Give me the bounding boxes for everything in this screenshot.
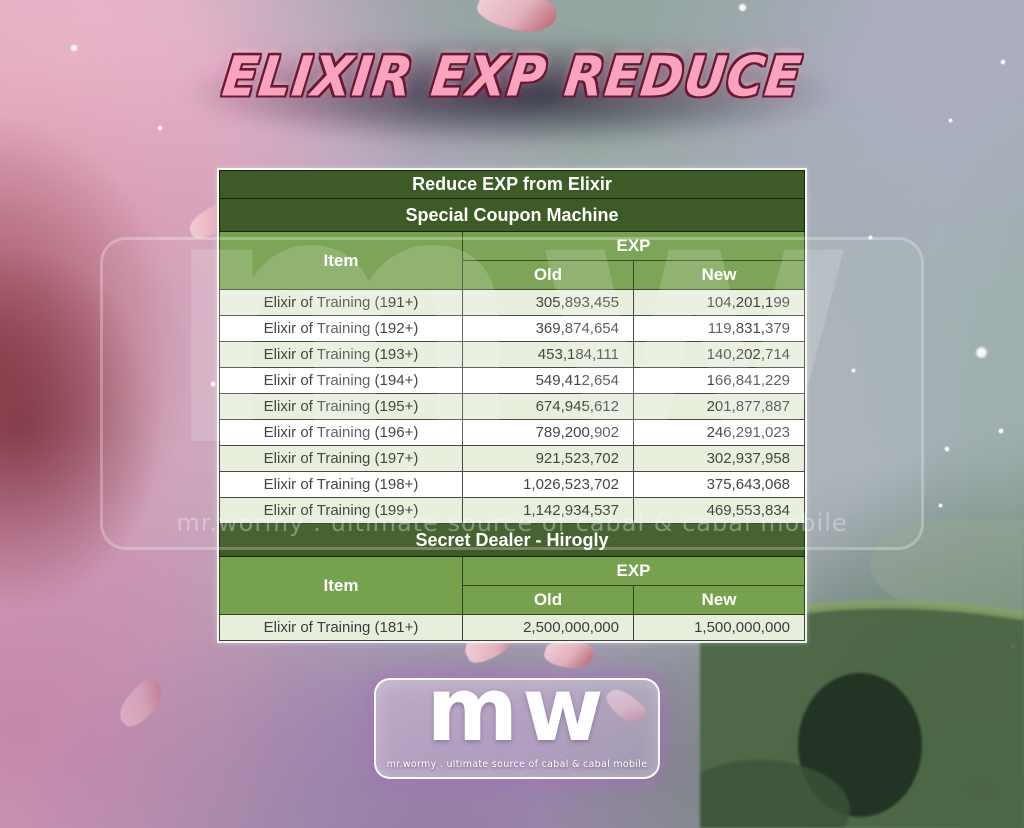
- old-exp-cell: 2,500,000,000: [462, 614, 634, 641]
- column-header-item: Item: [219, 231, 463, 290]
- new-exp-cell: 246,291,023: [632, 419, 806, 446]
- table-row: Elixir of Training (198+) 1,026,523,702 …: [219, 471, 806, 498]
- header-row-exp: Item EXP: [219, 231, 806, 290]
- table-row: Elixir of Training (192+) 369,874,654 11…: [219, 315, 806, 342]
- new-exp-cell: 119,831,379: [632, 315, 806, 342]
- new-exp-cell: 166,841,229: [632, 367, 806, 394]
- column-header-old: Old: [462, 585, 634, 615]
- table-title-row: Reduce EXP from Elixir: [218, 170, 806, 199]
- table-row: Elixir of Training (197+) 921,523,702 30…: [219, 445, 806, 472]
- sparkle-icon: [944, 446, 950, 452]
- exp-table-container: Reduce EXP from Elixir Special Coupon Ma…: [217, 168, 808, 643]
- sparkle-icon: [738, 3, 747, 12]
- title-banner: ELIXIR EXP REDUCE: [0, 38, 1024, 148]
- page-title: ELIXIR EXP REDUCE: [219, 45, 806, 110]
- footer-logo-tagline: mr.wormy . ultimate source of cabal & ca…: [386, 759, 648, 770]
- title-glow: [182, 38, 842, 148]
- table-row: Elixir of Training (199+) 1,142,934,537 …: [219, 497, 806, 524]
- new-exp-cell: 104,201,199: [632, 289, 806, 316]
- sparkle-icon: [868, 235, 873, 240]
- old-exp-cell: 369,874,654: [462, 315, 634, 342]
- column-header-old: Old: [462, 260, 634, 290]
- sparkle-icon: [1000, 59, 1006, 65]
- item-cell: Elixir of Training (181+): [219, 614, 463, 641]
- footer-logo-badge: mw mr.wormy . ultimate source of cabal &…: [374, 666, 660, 779]
- item-cell: Elixir of Training (198+): [219, 471, 463, 498]
- header-row-exp: Item EXP: [219, 556, 806, 615]
- old-exp-cell: 453,184,111: [462, 341, 634, 368]
- item-cell: Elixir of Training (194+): [219, 367, 463, 394]
- table-row: Elixir of Training (195+) 674,945,612 20…: [219, 393, 806, 420]
- item-cell: Elixir of Training (193+): [219, 341, 463, 368]
- exp-table: Reduce EXP from Elixir Special Coupon Ma…: [218, 170, 806, 641]
- item-cell: Elixir of Training (191+): [219, 289, 463, 316]
- table-row: Elixir of Training (193+) 453,184,111 14…: [219, 341, 806, 368]
- header-row-oldnew: Old New: [220, 260, 806, 290]
- sparkle-icon: [210, 381, 216, 387]
- new-exp-cell: 302,937,958: [632, 445, 806, 472]
- sparkle-icon: [998, 428, 1004, 434]
- section-title-row: Special Coupon Machine: [218, 198, 806, 232]
- old-exp-cell: 921,523,702: [462, 445, 634, 472]
- new-exp-cell: 1,500,000,000: [632, 614, 806, 641]
- footer-logo-text: mw: [426, 658, 608, 761]
- secret-dealer-rows: Elixir of Training (181+) 2,500,000,000 …: [219, 614, 806, 641]
- sparkle-icon: [938, 503, 943, 508]
- section-title: Secret Dealer - Hirogly: [218, 523, 806, 557]
- column-header-new: New: [632, 260, 806, 290]
- bridge-illustration: [700, 520, 1024, 828]
- table-row: Elixir of Training (196+) 789,200,902 24…: [219, 419, 806, 446]
- column-header-exp: EXP: [461, 231, 806, 261]
- section-coupon-machine: Special Coupon Machine Item EXP Old New: [218, 198, 806, 290]
- new-exp-cell: 375,643,068: [632, 471, 806, 498]
- column-header-exp: EXP: [461, 556, 806, 586]
- sparkle-icon: [948, 118, 953, 123]
- old-exp-cell: 789,200,902: [462, 419, 634, 446]
- old-exp-cell: 1,026,523,702: [462, 471, 634, 498]
- table-row: Elixir of Training (191+) 305,893,455 10…: [219, 289, 806, 316]
- sparkle-icon: [157, 125, 163, 131]
- item-cell: Elixir of Training (197+): [219, 445, 463, 472]
- new-exp-cell: 201,877,887: [632, 393, 806, 420]
- item-cell: Elixir of Training (196+): [219, 419, 463, 446]
- old-exp-cell: 674,945,612: [462, 393, 634, 420]
- table-row: Elixir of Training (194+) 549,412,654 16…: [219, 367, 806, 394]
- item-cell: Elixir of Training (192+): [219, 315, 463, 342]
- sparkle-icon: [70, 44, 78, 52]
- table-title-block: Reduce EXP from Elixir: [218, 170, 806, 199]
- old-exp-cell: 1,142,934,537: [462, 497, 634, 524]
- sparkle-icon: [851, 368, 856, 373]
- table-row: Elixir of Training (181+) 2,500,000,000 …: [219, 614, 806, 641]
- column-header-item: Item: [219, 556, 463, 615]
- table-title: Reduce EXP from Elixir: [218, 170, 806, 199]
- new-exp-cell: 469,553,834: [632, 497, 806, 524]
- section-title: Special Coupon Machine: [218, 198, 806, 232]
- old-exp-cell: 305,893,455: [462, 289, 634, 316]
- section-title-row: Secret Dealer - Hirogly: [218, 523, 806, 557]
- sparkle-icon: [975, 346, 988, 359]
- new-exp-cell: 140,202,714: [632, 341, 806, 368]
- item-cell: Elixir of Training (195+): [219, 393, 463, 420]
- header-row-oldnew: Old New: [220, 585, 806, 615]
- old-exp-cell: 549,412,654: [462, 367, 634, 394]
- section-secret-dealer: Secret Dealer - Hirogly Item EXP Old New: [218, 523, 806, 615]
- column-header-new: New: [632, 585, 806, 615]
- coupon-machine-rows: Elixir of Training (191+) 305,893,455 10…: [219, 289, 806, 524]
- item-cell: Elixir of Training (199+): [219, 497, 463, 524]
